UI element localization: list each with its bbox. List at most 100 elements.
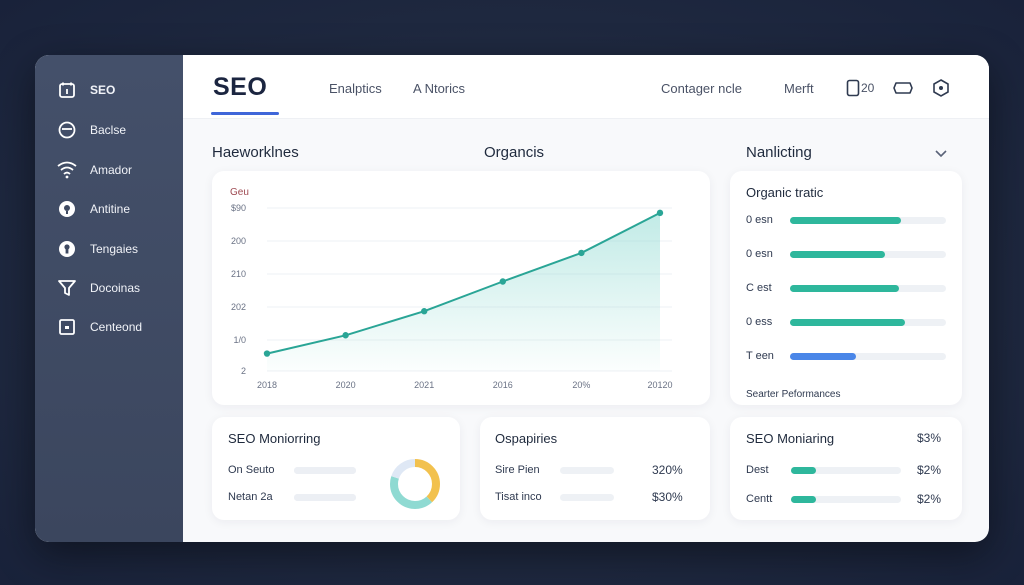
sidebar-item-seo[interactable]: SEO [57, 78, 115, 102]
section-title-organics: Organcis [484, 144, 545, 161]
line-chart-card: Geu $90 200 210 202 1/0 2 2018 2020 2021 2016 20%… [212, 171, 710, 405]
logo: SEO [213, 73, 268, 101]
row-label: Dest [746, 464, 769, 476]
row-value: $2% [917, 492, 942, 506]
notification-count: 20 [861, 81, 875, 95]
x-tick-label: 20% [572, 380, 590, 390]
nav-a-ntorics[interactable]: A Ntorics [413, 81, 466, 96]
traffic-row-bar [790, 319, 906, 326]
sidebar-item-label: Amador [90, 163, 133, 177]
sidebar: SEO Baclse Amador Antitine Tengaies [35, 55, 183, 542]
x-tick-label: 2020 [336, 380, 356, 390]
filter-icon [57, 278, 77, 298]
y-tick-label: 202 [231, 302, 246, 312]
document-icon[interactable] [842, 77, 864, 99]
seo-monitoring-right-title: SEO Moniaring [746, 431, 835, 446]
keyhole-icon [57, 239, 77, 259]
row-label: On Seuto [228, 464, 275, 476]
area-fill [267, 212, 660, 371]
chevron-down-icon[interactable] [930, 143, 952, 165]
row-track [294, 467, 356, 474]
traffic-row-track [790, 285, 946, 292]
data-point[interactable] [656, 209, 664, 217]
row-label: Sire Pien [495, 464, 540, 476]
traffic-row-bar [790, 285, 900, 292]
nav-contager[interactable]: Contager ncle [661, 81, 742, 96]
ospapiries-title: Ospapiries [495, 431, 558, 446]
section-title-workflows: Haeworklnes [212, 144, 299, 161]
nav-enalptics[interactable]: Enalptics [329, 81, 382, 96]
sidebar-item-antitine[interactable]: Antitine [57, 197, 130, 221]
traffic-row-track [790, 319, 946, 326]
row-value: $2% [917, 463, 942, 477]
sidebar-item-tengaies[interactable]: Tengaies [57, 237, 138, 261]
nav-merft[interactable]: Merft [784, 81, 814, 96]
y-tick-label: 210 [231, 269, 246, 279]
row-label: Centt [746, 493, 773, 505]
data-point[interactable] [263, 350, 271, 357]
seo-monitoring-card: SEO Moniorring On Seuto Netan 2a [212, 417, 460, 520]
organic-traffic-card: Organic tratic 0 esn 0 esn C est 0 ess T een… [730, 171, 962, 405]
sidebar-item-baclse[interactable]: Baclse [57, 118, 126, 142]
row-fill [294, 494, 356, 501]
row-track [294, 494, 356, 501]
y-tick-label: 200 [231, 236, 246, 246]
chart-legend: Geu [230, 187, 249, 198]
x-tick-label: 2021 [414, 380, 434, 390]
sidebar-item-centeond[interactable]: Centeond [57, 315, 142, 339]
x-tick-label: 20120 [647, 380, 672, 390]
row-track [560, 467, 614, 474]
seo-monitoring-right-card: SEO Moniaring $3% Dest $2% Centt $2% [730, 417, 962, 520]
square-icon [57, 317, 77, 337]
y-tick-label: 2 [241, 366, 246, 376]
main-area: SEO Enalptics A Ntorics Contager ncle Me… [183, 55, 989, 542]
data-point[interactable] [499, 278, 506, 285]
traffic-row-bar [790, 251, 886, 258]
organic-traffic-title: Organic tratic [746, 185, 824, 200]
row-fill [791, 467, 817, 474]
settings-icon[interactable] [930, 77, 952, 99]
app-window: SEO Baclse Amador Antitine Tengaies [35, 55, 989, 542]
data-point[interactable] [578, 249, 585, 257]
seo-monitoring-value: $3% [917, 431, 942, 445]
active-tab-indicator [211, 112, 279, 115]
row-track [560, 494, 614, 501]
location-pin-icon [57, 199, 77, 219]
row-fill [791, 496, 817, 503]
row-value: $30% [652, 490, 683, 504]
donut-slice [390, 459, 440, 509]
traffic-row-bar [790, 353, 856, 360]
ospapiries-card: Ospapiries Sire Pien 320% Tisat inco $30… [480, 417, 710, 520]
row-fill [294, 467, 356, 474]
y-tick-label: $90 [231, 203, 246, 213]
data-point[interactable] [421, 308, 428, 315]
chat-icon[interactable] [892, 77, 914, 99]
sidebar-item-label: Antitine [90, 202, 131, 216]
traffic-row-track [790, 217, 946, 224]
traffic-row-track [790, 251, 946, 258]
sidebar-item-label: Baclse [90, 123, 127, 137]
sidebar-item-label: SEO [90, 83, 116, 97]
traffic-row-label: 0 esn [746, 214, 773, 226]
calendar-icon [57, 80, 77, 100]
line-chart: Geu $90 200 210 202 1/0 2 2018 2020 2021 2016 20%… [230, 187, 673, 390]
row-track [791, 467, 901, 474]
x-tick-label: 2016 [493, 380, 513, 390]
data-point[interactable] [342, 332, 349, 339]
row-label: Netan 2a [228, 491, 273, 503]
series-line [266, 212, 661, 355]
row-track [791, 496, 901, 503]
sidebar-item-amador[interactable]: Amador [57, 158, 132, 182]
traffic-row-bar [790, 217, 901, 224]
seo-monitoring-title: SEO Moniorring [228, 431, 321, 446]
traffic-row-label: C est [746, 282, 772, 294]
sidebar-item-docoinas[interactable]: Docoinas [57, 276, 140, 300]
y-tick-label: 1/0 [233, 335, 246, 345]
row-label: Tisat inco [495, 491, 542, 503]
donut-chart [390, 459, 440, 509]
top-bar: SEO Enalptics A Ntorics Contager ncle Me… [183, 55, 989, 119]
row-value: 320% [652, 463, 683, 477]
traffic-row-track [790, 353, 946, 360]
section-title-nanlicting: Nanlicting [746, 144, 812, 161]
traffic-row-label: 0 esn [746, 248, 773, 260]
